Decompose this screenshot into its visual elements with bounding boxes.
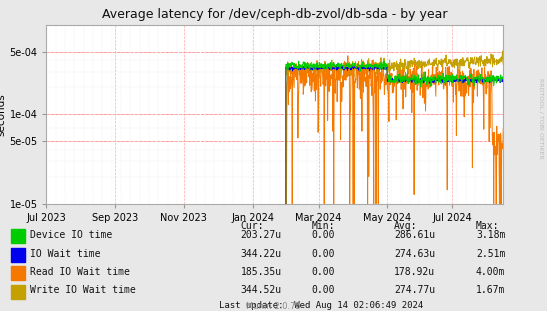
Text: Min:: Min: (312, 221, 335, 231)
Text: 0.00: 0.00 (312, 285, 335, 295)
Text: 0.00: 0.00 (312, 230, 335, 240)
Bar (11, 248, 25, 262)
Title: Average latency for /dev/ceph-db-zvol/db-sda - by year: Average latency for /dev/ceph-db-zvol/db… (102, 8, 447, 21)
Text: 274.63u: 274.63u (394, 248, 435, 258)
Text: Cur:: Cur: (241, 221, 264, 231)
Text: Read IO Wait time: Read IO Wait time (30, 267, 130, 277)
Text: Last update:  Wed Aug 14 02:06:49 2024: Last update: Wed Aug 14 02:06:49 2024 (219, 301, 423, 310)
Text: 2.51m: 2.51m (476, 248, 505, 258)
Bar (11, 266, 25, 281)
Text: 203.27u: 203.27u (241, 230, 282, 240)
Text: IO Wait time: IO Wait time (30, 248, 101, 258)
Text: Write IO Wait time: Write IO Wait time (30, 285, 136, 295)
Bar (11, 285, 25, 299)
Text: 344.22u: 344.22u (241, 248, 282, 258)
Text: 286.61u: 286.61u (394, 230, 435, 240)
Y-axis label: seconds: seconds (0, 93, 7, 136)
Text: Munin 2.0.75: Munin 2.0.75 (246, 302, 301, 311)
Text: 0.00: 0.00 (312, 267, 335, 277)
Text: 3.18m: 3.18m (476, 230, 505, 240)
Text: 344.52u: 344.52u (241, 285, 282, 295)
Text: 274.77u: 274.77u (394, 285, 435, 295)
Text: 178.92u: 178.92u (394, 267, 435, 277)
Text: Avg:: Avg: (394, 221, 417, 231)
Text: 4.00m: 4.00m (476, 267, 505, 277)
Text: RRDTOOL / TOBI OETIKER: RRDTOOL / TOBI OETIKER (538, 78, 543, 159)
Text: Device IO time: Device IO time (30, 230, 112, 240)
Bar (11, 229, 25, 244)
Text: 185.35u: 185.35u (241, 267, 282, 277)
Text: Max:: Max: (476, 221, 499, 231)
Text: 1.67m: 1.67m (476, 285, 505, 295)
Text: 0.00: 0.00 (312, 248, 335, 258)
